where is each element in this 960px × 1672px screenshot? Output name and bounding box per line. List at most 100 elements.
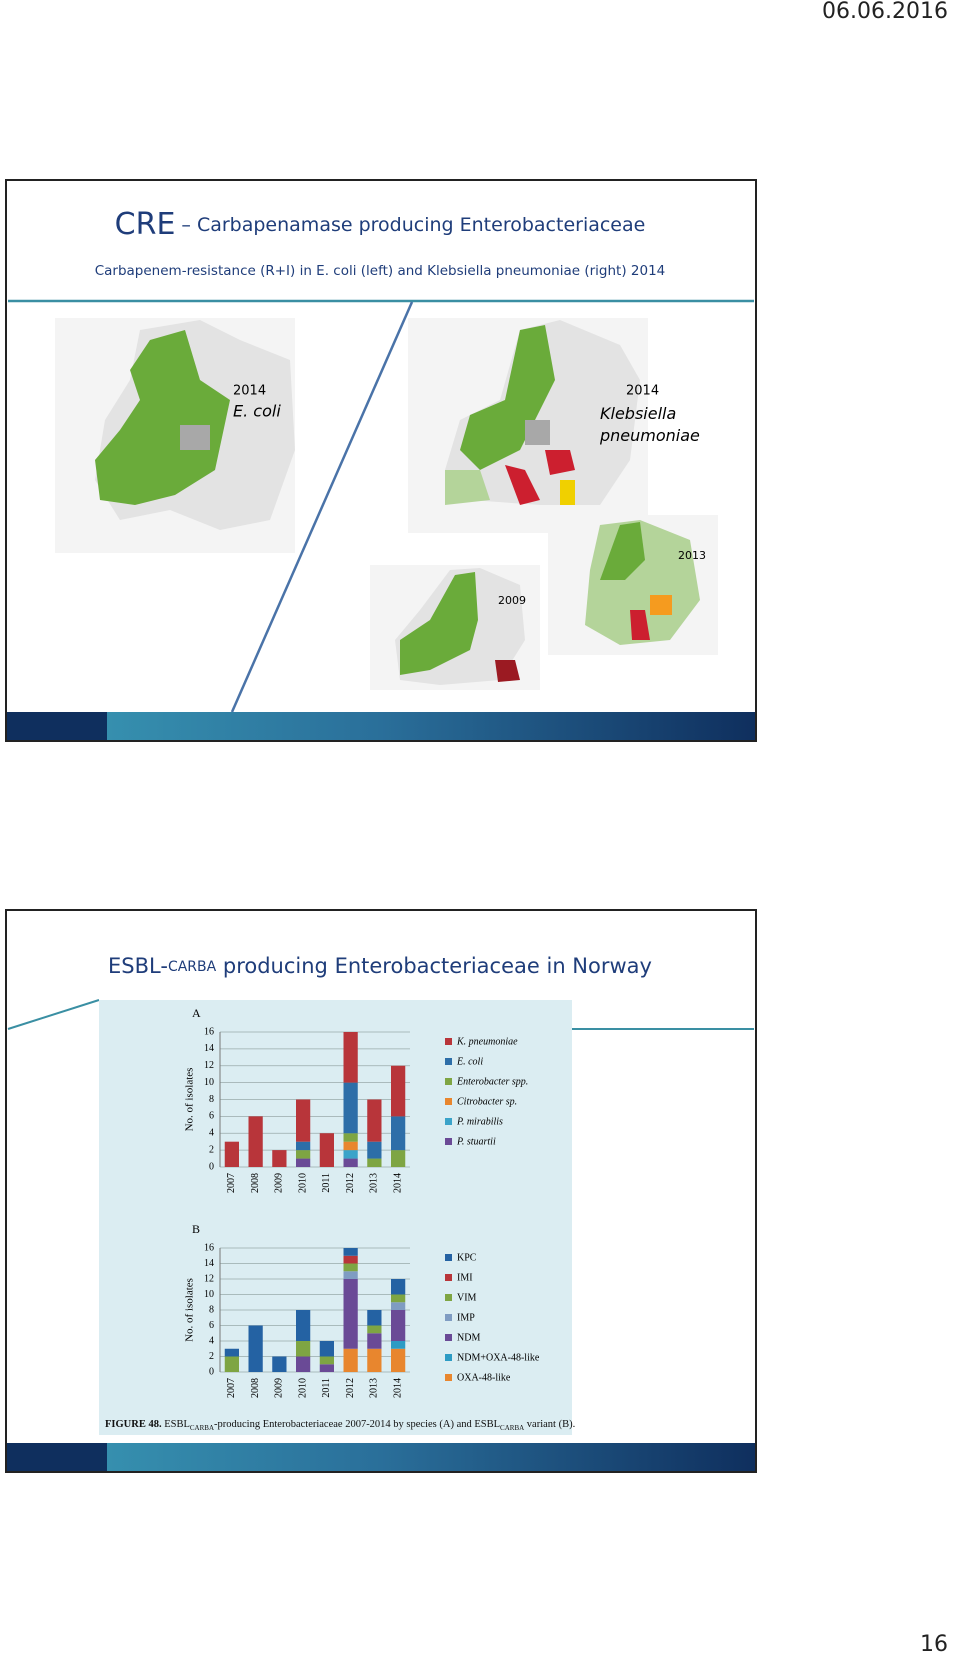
divider bbox=[7, 999, 100, 1030]
bar-segment bbox=[248, 1116, 263, 1167]
legend-swatch bbox=[445, 1138, 452, 1145]
bar-segment bbox=[367, 1158, 382, 1167]
map-year: 2014 bbox=[626, 384, 659, 399]
bar-segment bbox=[296, 1158, 311, 1167]
map-ecoli bbox=[55, 318, 295, 553]
title-part: ESBL- bbox=[108, 954, 168, 978]
x-tick-label: 2013 bbox=[369, 1173, 380, 1193]
bar-segment bbox=[272, 1356, 287, 1372]
legend-label: NDM+OXA-48-like bbox=[457, 1352, 540, 1363]
y-tick-label: 4 bbox=[209, 1335, 214, 1346]
bar-segment bbox=[391, 1150, 406, 1167]
x-tick-label: 2011 bbox=[321, 1173, 332, 1193]
x-tick-label: 2014 bbox=[392, 1378, 403, 1398]
legend-swatch bbox=[445, 1294, 452, 1301]
bar-segment bbox=[367, 1348, 382, 1372]
bar-segment bbox=[272, 1150, 287, 1167]
footer-bar bbox=[7, 712, 755, 740]
y-tick-label: 12 bbox=[204, 1060, 214, 1071]
bar-segment bbox=[224, 1348, 239, 1357]
bar-segment bbox=[296, 1099, 311, 1142]
y-tick-label: 14 bbox=[204, 1258, 214, 1269]
map-year: 2009 bbox=[498, 594, 526, 607]
figure-background bbox=[99, 1000, 572, 1435]
legend-label: OXA-48-like bbox=[457, 1372, 511, 1383]
x-tick-label: 2007 bbox=[226, 1378, 237, 1398]
bar-segment bbox=[319, 1364, 334, 1372]
y-tick-label: 0 bbox=[209, 1366, 214, 1377]
map-2009 bbox=[370, 565, 540, 690]
x-tick-label: 2013 bbox=[369, 1378, 380, 1398]
legend-swatch bbox=[445, 1314, 452, 1321]
date: 06.06.2016 bbox=[822, 0, 948, 24]
map-label: Klebsiella pneumoniae bbox=[600, 404, 700, 445]
logo bbox=[7, 712, 107, 740]
x-tick-label: 2007 bbox=[226, 1173, 237, 1193]
y-tick-label: 8 bbox=[209, 1094, 214, 1105]
y-tick-label: 16 bbox=[204, 1242, 214, 1253]
bar-segment bbox=[367, 1325, 382, 1334]
title-main: CRE bbox=[115, 207, 176, 242]
x-tick-label: 2014 bbox=[392, 1173, 403, 1193]
bar-segment bbox=[391, 1348, 406, 1372]
legend-label: IMI bbox=[457, 1272, 473, 1283]
legend-label: Enterobacter spp. bbox=[456, 1076, 528, 1087]
legend-label: NDM bbox=[457, 1332, 480, 1343]
y-tick-label: 2 bbox=[209, 1351, 214, 1362]
bar-segment bbox=[391, 1116, 406, 1151]
map-year: 2014 bbox=[233, 384, 266, 399]
x-tick-label: 2011 bbox=[321, 1378, 332, 1398]
panel-label: B bbox=[192, 1222, 200, 1236]
legend-label: Citrobacter sp. bbox=[457, 1096, 517, 1107]
y-tick-label: 0 bbox=[209, 1161, 214, 1172]
bar-segment bbox=[343, 1279, 358, 1349]
legend-label: IMP bbox=[457, 1312, 475, 1323]
legend-swatch bbox=[445, 1334, 452, 1341]
bar-segment bbox=[296, 1150, 311, 1159]
bar-segment bbox=[296, 1310, 311, 1341]
map-2013 bbox=[548, 515, 718, 655]
bar-segment bbox=[343, 1263, 358, 1272]
legend-label: VIM bbox=[457, 1292, 477, 1303]
bar-segment bbox=[319, 1356, 334, 1365]
y-tick-label: 10 bbox=[204, 1289, 214, 1300]
bar-segment bbox=[319, 1341, 334, 1357]
diagonal-divider bbox=[230, 301, 414, 713]
bar-segment bbox=[343, 1255, 358, 1264]
y-tick-label: 4 bbox=[209, 1128, 214, 1139]
bar-segment bbox=[391, 1065, 406, 1117]
legend-swatch bbox=[445, 1118, 452, 1125]
y-tick-label: 14 bbox=[204, 1043, 214, 1054]
caption-part: ESBL bbox=[162, 1419, 190, 1430]
bar-segment bbox=[343, 1271, 358, 1279]
bar-segment bbox=[319, 1133, 334, 1167]
y-axis-label: No. of isolates bbox=[184, 1068, 196, 1132]
bar-segment bbox=[391, 1310, 406, 1341]
bar-segment bbox=[224, 1141, 239, 1167]
map-kpneumoniae bbox=[408, 318, 648, 533]
slide-subtitle: Carbapenem-resistance (R+I) in E. coli (… bbox=[95, 263, 666, 279]
y-tick-label: 10 bbox=[204, 1077, 214, 1088]
title-rest: – Carbapenamase producing Enterobacteria… bbox=[181, 214, 645, 236]
bar-segment bbox=[343, 1348, 358, 1372]
bar-segment bbox=[343, 1133, 358, 1142]
bar-segment bbox=[248, 1325, 263, 1372]
map-label: E. coli bbox=[233, 402, 281, 421]
bar-segment bbox=[343, 1082, 358, 1134]
bar-segment bbox=[391, 1302, 406, 1310]
x-tick-label: 2010 bbox=[297, 1173, 308, 1193]
legend-label: P. mirabilis bbox=[456, 1116, 503, 1127]
x-tick-label: 2012 bbox=[345, 1173, 356, 1193]
legend-swatch bbox=[445, 1098, 452, 1105]
bar-segment bbox=[296, 1356, 311, 1372]
y-axis-label: No. of isolates bbox=[184, 1278, 196, 1342]
x-tick-label: 2009 bbox=[274, 1173, 285, 1193]
bar-segment bbox=[343, 1248, 358, 1256]
legend-label: K. pneumoniae bbox=[456, 1036, 518, 1047]
bar-segment bbox=[296, 1341, 311, 1357]
caption-part: CARBA bbox=[500, 1424, 524, 1432]
bar-segment bbox=[391, 1341, 406, 1349]
legend-swatch bbox=[445, 1354, 452, 1361]
legend-label: P. stuartii bbox=[456, 1136, 496, 1147]
map-year: 2013 bbox=[678, 549, 706, 562]
